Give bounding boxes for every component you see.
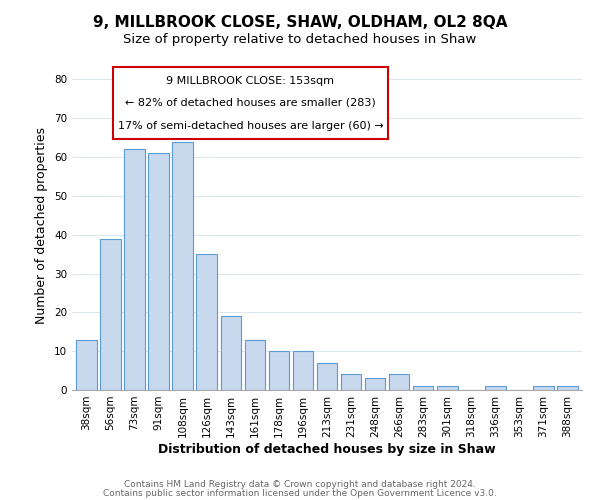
- Bar: [437, 386, 458, 390]
- Bar: [76, 340, 97, 390]
- Bar: [557, 386, 578, 390]
- Text: 9, MILLBROOK CLOSE, SHAW, OLDHAM, OL2 8QA: 9, MILLBROOK CLOSE, SHAW, OLDHAM, OL2 8Q…: [93, 15, 507, 30]
- Bar: [100, 238, 121, 390]
- Y-axis label: Number of detached properties: Number of detached properties: [35, 126, 49, 324]
- Bar: [221, 316, 241, 390]
- Bar: [148, 153, 169, 390]
- Bar: [533, 386, 554, 390]
- X-axis label: Distribution of detached houses by size in Shaw: Distribution of detached houses by size …: [158, 442, 496, 456]
- Bar: [196, 254, 217, 390]
- Bar: [365, 378, 385, 390]
- Bar: [317, 363, 337, 390]
- Text: Size of property relative to detached houses in Shaw: Size of property relative to detached ho…: [124, 32, 476, 46]
- Bar: [124, 150, 145, 390]
- Bar: [485, 386, 506, 390]
- Text: Contains HM Land Registry data © Crown copyright and database right 2024.: Contains HM Land Registry data © Crown c…: [124, 480, 476, 489]
- Bar: [413, 386, 433, 390]
- Bar: [293, 351, 313, 390]
- Text: Contains public sector information licensed under the Open Government Licence v3: Contains public sector information licen…: [103, 488, 497, 498]
- Bar: [245, 340, 265, 390]
- Bar: [389, 374, 409, 390]
- Text: 17% of semi-detached houses are larger (60) →: 17% of semi-detached houses are larger (…: [118, 121, 383, 131]
- Bar: [269, 351, 289, 390]
- Bar: [172, 142, 193, 390]
- Bar: [341, 374, 361, 390]
- Text: ← 82% of detached houses are smaller (283): ← 82% of detached houses are smaller (28…: [125, 98, 376, 108]
- Text: 9 MILLBROOK CLOSE: 153sqm: 9 MILLBROOK CLOSE: 153sqm: [167, 76, 335, 86]
